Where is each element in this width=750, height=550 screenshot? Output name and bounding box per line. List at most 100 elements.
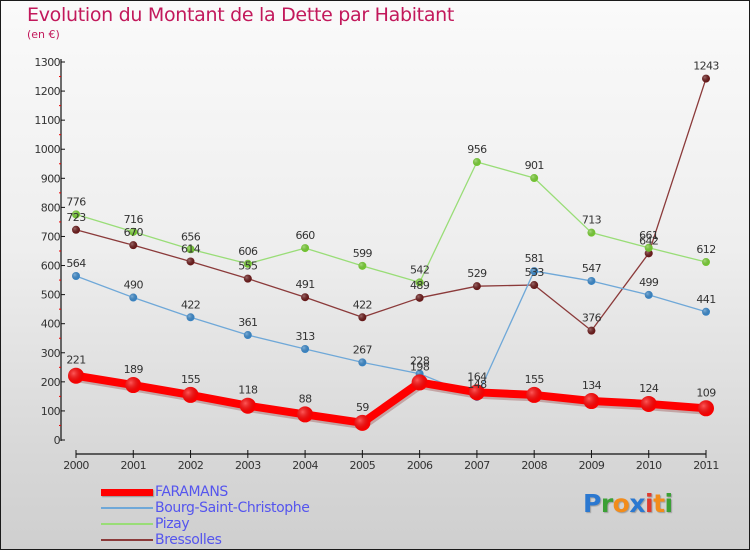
data-point-highlight [415, 278, 424, 287]
series-faramans [68, 367, 714, 431]
data-point-highlight [129, 293, 138, 302]
y-tick-label: 0 [54, 434, 61, 447]
x-tick-label: 2001 [120, 459, 146, 472]
series-bourg [72, 267, 710, 401]
data-label-bressolles: 642 [639, 234, 658, 247]
data-point-highlight [583, 393, 600, 410]
y-tick-label: 500 [41, 289, 61, 302]
y-tick-label: 1100 [34, 114, 60, 127]
data-label-bressolles: 614 [181, 242, 201, 255]
series-line-faramans [75, 371, 707, 427]
data-label-bourg: 267 [353, 343, 373, 356]
series-bressolles [72, 74, 710, 335]
x-tick-label: 2007 [464, 459, 490, 472]
logo-letter: r [600, 489, 613, 518]
data-label-faramans: 155 [525, 373, 545, 386]
series-layer [68, 74, 714, 431]
data-label-faramans: 155 [181, 373, 201, 386]
legend-label: Bressolles [155, 532, 222, 548]
data-point-highlight [640, 395, 657, 412]
data-point-highlight [702, 307, 710, 316]
data-label-faramans: 198 [410, 360, 430, 373]
data-label-bourg: 441 [696, 293, 715, 306]
data-label-pizay: 716 [124, 213, 144, 226]
x-tick-label: 2002 [178, 459, 204, 472]
legend-item-bressolles[interactable]: Bressolles [101, 532, 309, 548]
data-label-pizay: 956 [467, 143, 487, 156]
data-label-faramans: 124 [639, 382, 659, 395]
data-point-highlight [358, 358, 367, 367]
y-axis: 0 100 200 300 400 500 600 700 800 900 1000 1100 1200… [34, 56, 65, 447]
data-label-pizay: 901 [525, 159, 544, 172]
data-label-pizay: 776 [66, 195, 86, 208]
data-label-bourg: 499 [639, 276, 659, 289]
x-tick-label: 2003 [235, 459, 261, 472]
data-point-highlight [182, 386, 199, 403]
data-label-bourg: 313 [295, 330, 315, 343]
legend-swatch [101, 523, 153, 525]
data-label-bourg: 148 [467, 378, 487, 391]
x-tick-label: 2005 [350, 459, 376, 472]
data-label-bourg: 490 [124, 279, 144, 292]
data-point-highlight [243, 331, 252, 340]
data-label-bressolles: 723 [66, 211, 86, 224]
data-label-faramans: 59 [356, 401, 369, 414]
legend: FARAMANS Bourg-Saint-Christophe Pizay Bress… [101, 484, 310, 548]
logo-letter: P [583, 489, 601, 518]
chart-subtitle: (en €) [27, 28, 60, 41]
logo-letter: i [645, 489, 654, 518]
data-label-bressolles: 533 [525, 266, 545, 279]
data-point-highlight [415, 293, 424, 302]
data-point-highlight [644, 243, 653, 252]
logo-letter: t [653, 489, 665, 518]
logo-letter: i [664, 489, 674, 518]
data-label-bourg: 564 [66, 257, 86, 270]
legend-item-bourg[interactable]: Bourg-Saint-Christophe [101, 500, 310, 516]
data-point-highlight [72, 225, 80, 234]
logo-letter: x [629, 489, 645, 518]
legend-item-pizay[interactable]: Pizay [101, 516, 309, 532]
data-label-bressolles: 670 [124, 226, 144, 239]
y-tick-label: 300 [41, 347, 61, 360]
y-tick-label: 600 [41, 260, 61, 273]
x-tick-label: 2010 [636, 459, 662, 472]
data-label-bressolles: 555 [238, 260, 258, 273]
line-chart: 0 100 200 300 400 500 600 700 800 900 1000 1100 1200… [34, 56, 720, 472]
data-point-highlight [644, 249, 653, 258]
data-label-faramans: 88 [299, 392, 312, 405]
y-tick-label: 200 [41, 376, 61, 389]
data-label-bressolles: 1243 [693, 60, 719, 73]
data-label-pizay: 661 [639, 229, 658, 242]
legend-label: Bourg-Saint-Christophe [155, 500, 310, 516]
data-label-bourg: 547 [582, 262, 602, 275]
data-point-highlight [526, 386, 543, 403]
data-label-faramans: 189 [124, 363, 144, 376]
x-tick-label: 2009 [579, 459, 605, 472]
data-label-faramans: 164 [467, 370, 487, 383]
x-tick-label: 2000 [63, 459, 89, 472]
legend-item-faramans[interactable]: FARAMANS [101, 484, 309, 500]
data-point-highlight [702, 74, 710, 83]
y-tick-label: 900 [41, 172, 61, 185]
data-label-bressolles: 422 [353, 298, 372, 311]
x-tick-label: 2011 [693, 459, 719, 472]
data-point-highlight [72, 272, 80, 281]
data-point-highlight [530, 267, 539, 276]
data-label-bourg: 228 [410, 355, 430, 368]
data-point-highlight [587, 276, 596, 285]
series-line-bourg [75, 270, 707, 398]
legend-label: FARAMANS [155, 484, 228, 500]
data-point-highlight [354, 414, 371, 431]
data-point-highlight [125, 377, 142, 394]
proxiti-logo: Proxiti [583, 489, 673, 518]
data-label-bressolles: 489 [410, 279, 430, 292]
data-point-highlight [129, 241, 138, 250]
data-point-highlight [68, 367, 84, 384]
data-label-faramans: 134 [582, 379, 602, 392]
data-point-highlight [297, 406, 314, 423]
y-tick-label: 800 [41, 201, 61, 214]
data-point-highlight [301, 244, 310, 253]
data-point-highlight [243, 259, 252, 268]
data-point-highlight [358, 261, 367, 270]
series-line-pizay [75, 161, 707, 284]
